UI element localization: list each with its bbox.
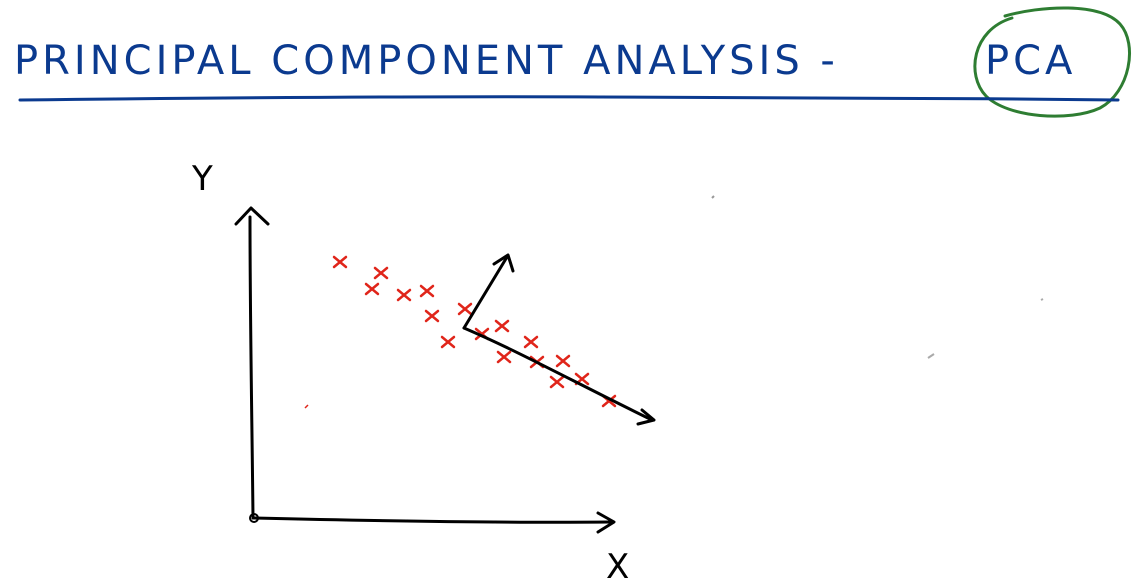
- origin-dot: [249, 513, 259, 523]
- data-point: [364, 282, 380, 296]
- data-point: [419, 284, 435, 298]
- first-principal-component: [462, 326, 654, 422]
- title-underline: [18, 95, 1120, 102]
- data-point: [549, 375, 565, 389]
- title-prefix: PRINCIPAL COMPONENT ANALYSIS -: [14, 38, 839, 84]
- principal-components-group: [462, 253, 656, 426]
- y-axis-label: Y: [191, 159, 213, 199]
- y-axis-arrowhead: [234, 206, 270, 226]
- data-point: [373, 266, 389, 280]
- data-point: [555, 354, 571, 368]
- first-component-arrowhead: [636, 408, 656, 426]
- data-point: [496, 350, 512, 364]
- axes-group: Y X: [191, 159, 629, 581]
- stray-marks: [304, 195, 1044, 409]
- x-axis-label: X: [606, 547, 629, 581]
- data-point: [457, 302, 473, 316]
- acronym-circle: [973, 6, 1132, 118]
- second-component-arrowhead: [492, 253, 515, 273]
- data-point: [424, 309, 440, 323]
- data-point: [494, 319, 510, 333]
- y-axis-line: [248, 215, 255, 520]
- title-group: PRINCIPAL COMPONENT ANALYSIS - PCA: [14, 6, 1132, 118]
- x-axis-line: [251, 516, 612, 524]
- x-axis-arrowhead: [596, 511, 616, 534]
- data-point: [396, 288, 412, 302]
- second-principal-component: [462, 255, 509, 330]
- data-point: [332, 255, 348, 269]
- title-acronym: PCA: [985, 38, 1076, 84]
- data-point: [523, 335, 539, 349]
- data-points-group: [332, 255, 617, 408]
- data-point: [440, 335, 456, 349]
